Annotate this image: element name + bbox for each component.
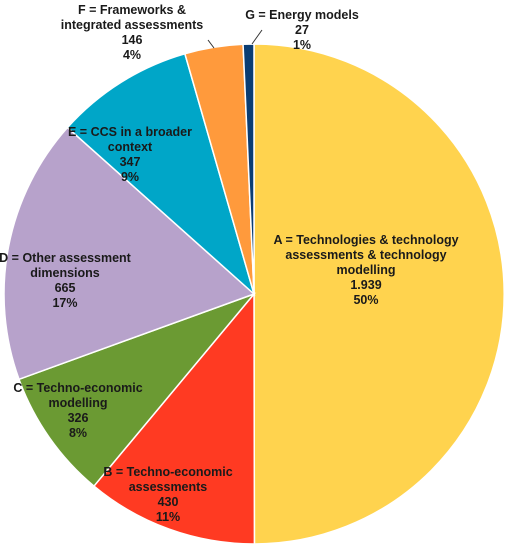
slice-value: 430	[158, 495, 179, 509]
slice-label-line: dimensions	[30, 266, 100, 280]
slice-percent: 17%	[52, 296, 77, 310]
slice-percent: 4%	[123, 48, 141, 62]
leader-lines	[207, 29, 263, 49]
slice-label-line: assessments	[129, 480, 208, 494]
slice-value: 146	[122, 33, 143, 47]
slice-percent: 8%	[69, 426, 87, 440]
slice-percent: 50%	[353, 293, 378, 307]
slice-label-line: C = Techno-economic	[13, 381, 142, 395]
slice-label-line: G = Energy models	[245, 8, 359, 22]
slice-value: 326	[68, 411, 89, 425]
slice-label-line: integrated assessments	[61, 18, 203, 32]
slice-label-c: C = Techno-economic modelling 326 8%	[13, 381, 142, 440]
slice-labels: A = Technologies & technology assessments…	[0, 3, 459, 524]
slice-label-line: B = Techno-economic	[103, 465, 232, 479]
pie-slice-e	[66, 52, 256, 297]
slice-label-line: E = CCS in a broader	[68, 125, 192, 139]
slice-label-a: A = Technologies & technology assessments…	[273, 233, 458, 307]
slice-value: 1.939	[350, 278, 381, 292]
slice-label-line: modelling	[336, 263, 395, 277]
leader-line-g	[251, 29, 263, 45]
slice-label-line: modelling	[48, 396, 107, 410]
pie-slice-d	[3, 126, 256, 381]
leader-line-f	[207, 39, 215, 49]
slice-label-line: context	[108, 140, 153, 154]
slice-label-line: assessments & technology	[285, 248, 446, 262]
slice-value: 347	[120, 155, 141, 169]
slice-label-line: D = Other assessment	[0, 251, 132, 265]
pie-slice-c	[18, 292, 257, 488]
slice-label-line: A = Technologies & technology	[273, 233, 458, 247]
slice-percent: 9%	[121, 170, 139, 184]
pie-slices	[3, 43, 505, 545]
slice-label-f: F = Frameworks & integrated assessments 14…	[61, 3, 203, 62]
slice-percent: 1%	[293, 38, 311, 52]
slice-percent: 11%	[156, 510, 180, 524]
slice-value: 27	[295, 23, 309, 37]
slice-label-g: G = Energy models 27 1%	[245, 8, 359, 52]
slice-value: 665	[55, 281, 76, 295]
pie-slice-g	[242, 43, 255, 295]
slice-label-d: D = Other assessment dimensions 665 17%	[0, 251, 132, 310]
slice-label-e: E = CCS in a broader context 347 9%	[68, 125, 192, 184]
pie-slice-b	[92, 291, 256, 545]
slice-label-line: F = Frameworks &	[78, 3, 186, 17]
slice-label-b: B = Techno-economic assessments 430 11%	[103, 465, 232, 524]
pie-slice-a	[253, 43, 505, 545]
